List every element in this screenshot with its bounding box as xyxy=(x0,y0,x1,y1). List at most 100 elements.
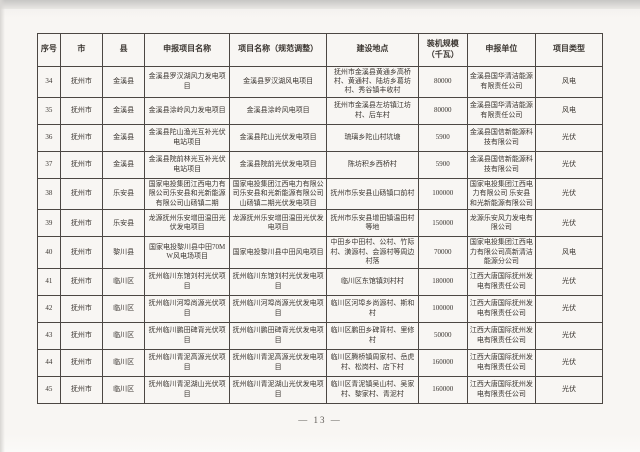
table-cell: 临川区 xyxy=(102,267,146,296)
table-cell: 琉璃乡陀山村坑塘 xyxy=(326,123,419,152)
table-cell: 160000 xyxy=(417,348,468,377)
table-cell: 临川区青泥镇吴山村、吴家村、黎家村、青泥村 xyxy=(326,375,419,404)
header-row: 序号市县申报项目名称 项目名称（规范调整） 建设地点 装机规模（千瓦） 申报单位 项目类型 xyxy=(37,33,604,67)
table-cell: 5900 xyxy=(417,123,468,152)
table-cell: 金溪县 xyxy=(102,65,146,98)
table-cell: 临川区 xyxy=(102,375,146,404)
table-cell: 光伏 xyxy=(534,123,604,152)
table-cell: 抚州市 xyxy=(59,375,104,404)
table-cell: 抚州市 xyxy=(59,65,104,98)
table-cell: 临川区 xyxy=(102,348,146,377)
table-cell: 光伏 xyxy=(534,294,604,323)
table-cell: 风电 xyxy=(534,236,604,269)
table-cell: 45 xyxy=(37,375,61,404)
column-header: 装机规模（千瓦） xyxy=(417,33,468,67)
table-cell: 中田乡中田村、公村、竹际村、潢源村、会源村等周边村落 xyxy=(326,236,419,269)
table-cell: 金溪县国信新能源科技有限公司 xyxy=(466,150,536,179)
table-cell: 江西大唐国际抚州发电有限责任公司 xyxy=(466,321,536,350)
table-row: 42 抚州市 临川区 抚州临川河埠尚源光伏项目 抚州临川河埠尚源光伏发电项目 临川区河埠乡… xyxy=(37,294,604,323)
table-cell: 金溪县 xyxy=(102,123,146,152)
table-cell: 龙源乐安风力发电有限公司 xyxy=(466,209,536,238)
table-cell: 36 xyxy=(37,123,61,152)
table-row: 44 抚州市 临川区 抚州临川青泥高源光伏项目 抚州临川青泥高源光伏发电项目 临川区腾桥镇… xyxy=(37,348,604,377)
table-cell: 70000 xyxy=(417,236,468,269)
table-cell: 抚州市 xyxy=(59,321,104,350)
table-cell: 江西大唐国际抚州发电有限责任公司 xyxy=(466,267,536,296)
table-cell: 风电 xyxy=(534,96,604,125)
table-cell: 抚州市金溪县左坊镇江坊村、后车村 xyxy=(326,96,419,125)
projects-table-body: 34 抚州市 金溪县 金溪县罗汉湖风力发电项目 金溪县罗汉湖风电项目 抚州市金溪县黄通乡高… xyxy=(37,65,604,404)
table-row: 38 抚州市 乐安县 国家电投集团江西电力有限公司乐安县和光新能源有限公司山砀镇二期国… xyxy=(37,177,604,211)
table-cell: 临川区河埠乡尚源村、斯和村 xyxy=(326,294,419,323)
table-cell: 44 xyxy=(37,348,61,377)
column-header: 建设地点 xyxy=(326,33,419,67)
table-cell: 抚州临川鹏田碑背光伏发电项目 xyxy=(229,321,328,350)
table-cell: 光伏 xyxy=(534,348,604,377)
table-cell: 42 xyxy=(37,294,61,323)
column-header: 申报单位 xyxy=(466,33,536,67)
table-row: 41 抚州市 临川区 抚州临川东馆刘村光伏项目 抚州临川东馆刘村光伏发电项目 临川区东馆镇… xyxy=(37,267,604,296)
table-cell: 金溪县涂岭风电项目 xyxy=(229,96,328,125)
table-cell: 抚州市 xyxy=(59,267,104,296)
table-cell: 金溪县院前林光互补光伏电站项目 xyxy=(144,150,231,179)
table-cell: 临川区 xyxy=(102,321,146,350)
table-cell: 金溪县 xyxy=(102,96,146,125)
table-cell: 抚州市 xyxy=(59,150,104,179)
table-cell: 抚州临川青泥高源光伏项目 xyxy=(144,348,231,377)
projects-table: 序号市县申报项目名称 项目名称（规范调整） 建设地点 装机规模（千瓦） 申报单位 项目类型… xyxy=(37,33,604,404)
column-header: 申报项目名称 xyxy=(144,33,231,67)
table-cell: 41 xyxy=(37,267,61,296)
table-cell: 抚州临川青泥高源光伏发电项目 xyxy=(229,348,328,377)
table-cell: 黎川县 xyxy=(102,236,146,269)
table-cell: 光伏 xyxy=(534,209,604,238)
table-cell: 国家电投黎川县中田风电项目 xyxy=(229,236,328,269)
table-row: 35 抚州市 金溪县 金溪县涂岭风力发电项目 金溪县涂岭风电项目 抚州市金溪县左坊镇江坊村… xyxy=(37,96,604,125)
table-cell: 160000 xyxy=(417,375,468,404)
table-cell: 龙源抚州乐安增田温田光伏发电项目 xyxy=(144,209,231,238)
table-cell: 40 xyxy=(37,236,61,269)
table-cell: 乐安县 xyxy=(102,209,146,238)
table-cell: 国家电投集团江西电力有限公司乐安县和光新能源有限公司山砀镇二期光伏发电项目 xyxy=(229,177,328,211)
table-cell: 临川区 xyxy=(102,294,146,323)
table-cell: 37 xyxy=(37,150,61,179)
table-cell: 江西大唐国际抚州发电有限责任公司 xyxy=(466,375,536,404)
table-cell: 50000 xyxy=(417,321,468,350)
table-row: 43 抚州市 临川区 抚州临川鹏田碑背光伏项目 抚州临川鹏田碑背光伏发电项目 临川区鹏田乡… xyxy=(37,321,604,350)
table-cell: 金溪县国华清洁能源有限责任公司 xyxy=(466,65,536,98)
scan-left-edge xyxy=(0,0,5,452)
table-cell: 抚州市 xyxy=(59,177,104,211)
table-cell: 光伏 xyxy=(534,177,604,211)
table-cell: 龙源抚州乐安增田温田光伏发电项目 xyxy=(229,209,328,238)
table-cell: 抚州市 xyxy=(59,209,104,238)
table-cell: 国家电投黎川县中田70MW风电场项目 xyxy=(144,236,231,269)
column-header: 市 xyxy=(59,33,104,67)
table-cell: 光伏 xyxy=(534,150,604,179)
column-header: 县 xyxy=(102,33,146,67)
table-row: 40 抚州市 黎川县 国家电投黎川县中田70MW风电场项目 国家电投黎川县中田风电项目中… xyxy=(37,236,604,269)
column-header: 项目类型 xyxy=(534,33,604,67)
table-cell: 光伏 xyxy=(534,375,604,404)
table-cell: 35 xyxy=(37,96,61,125)
page-number: — 13 — xyxy=(298,414,342,425)
scan-top-edge xyxy=(0,0,640,9)
table-cell: 抚州市乐安县增田镇温田村等地 xyxy=(326,209,419,238)
table-cell: 抚州市 xyxy=(59,294,104,323)
table-cell: 80000 xyxy=(417,96,468,125)
table-cell: 抚州临川鹏田碑背光伏项目 xyxy=(144,321,231,350)
page-content: 序号市县申报项目名称 项目名称（规范调整） 建设地点 装机规模（千瓦） 申报单位 项目类型… xyxy=(0,33,640,425)
table-cell: 抚州临川青泥湖山光伏发电项目 xyxy=(229,375,328,404)
table-cell: 抚州临川河埠尚源光伏发电项目 xyxy=(229,294,328,323)
table-cell: 国家电投集团江西电力有限公司 乐安县和光新能源有限公司 xyxy=(466,177,536,211)
table-row: 39 抚州市 乐安县 龙源抚州乐安增田温田光伏发电项目 龙源抚州乐安增田温田光伏发电项目… xyxy=(37,209,604,238)
table-cell: 光伏 xyxy=(534,267,604,296)
table-row: 36 抚州市 金溪县 金溪县陀山渔光互补光伏电站项目 金溪县陀山光伏发电项目 琉璃乡陀山村… xyxy=(37,123,604,152)
table-cell: 临川区腾桥镇周家村、岳虎村、松岗村、店下村 xyxy=(326,348,419,377)
table-cell: 43 xyxy=(37,321,61,350)
table-cell: 38 xyxy=(37,177,61,211)
table-cell: 江西大唐国际抚州发电有限责任公司 xyxy=(466,348,536,377)
table-cell: 100000 xyxy=(417,294,468,323)
table-cell: 抚州市 xyxy=(59,348,104,377)
table-cell: 34 xyxy=(37,65,61,98)
table-cell: 抚州市 xyxy=(59,123,104,152)
